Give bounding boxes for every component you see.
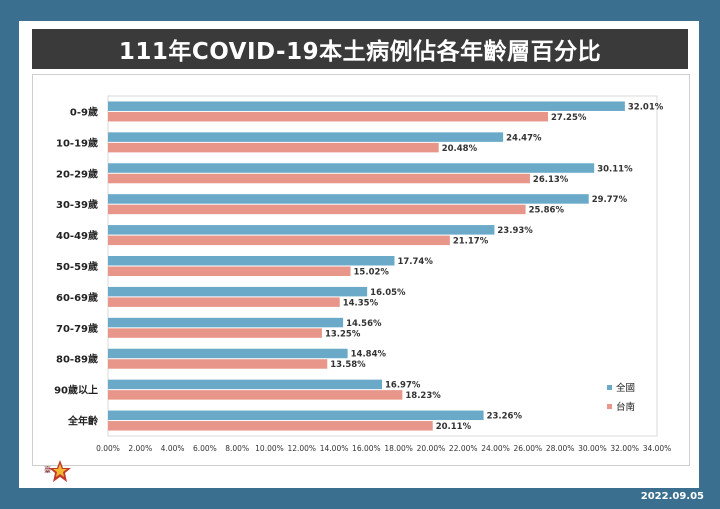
data-label: 13.58% xyxy=(330,360,366,370)
bar-tainan xyxy=(108,266,351,276)
bar-national xyxy=(108,348,348,359)
bar-national xyxy=(108,410,484,421)
data-label: 20.11% xyxy=(436,422,472,432)
data-label: 20.48% xyxy=(442,144,478,154)
bar-tainan xyxy=(108,390,403,400)
bar-tainan xyxy=(108,142,439,153)
x-tick-label: 26.00% xyxy=(514,444,543,453)
x-tick-label: 20.00% xyxy=(417,444,446,453)
data-label: 14.56% xyxy=(346,319,382,329)
data-label: 24.47% xyxy=(506,133,542,143)
bar-tainan xyxy=(108,328,322,338)
data-label: 23.93% xyxy=(497,226,533,236)
data-label: 16.05% xyxy=(370,288,406,298)
svg-text:臺: 臺 xyxy=(44,465,51,474)
category-label: 40-49歲 xyxy=(56,229,98,242)
data-label: 16.97% xyxy=(385,381,421,391)
bar-national xyxy=(108,286,368,297)
x-tick-label: 22.00% xyxy=(449,444,478,453)
tainan-logo: 臺 xyxy=(44,460,71,482)
bar-tainan xyxy=(108,173,530,184)
x-tick-label: 18.00% xyxy=(384,444,413,453)
bar-national xyxy=(108,132,504,142)
x-tick-label: 0.00% xyxy=(96,444,120,453)
category-label: 50-59歲 xyxy=(56,260,98,273)
x-tick-label: 10.00% xyxy=(255,444,284,453)
bar-tainan xyxy=(108,359,328,369)
data-label: 14.84% xyxy=(351,350,387,360)
data-label: 14.35% xyxy=(343,298,379,308)
data-label: 25.86% xyxy=(529,206,565,216)
category-label: 30-39歲 xyxy=(56,198,98,211)
x-tick-label: 34.00% xyxy=(643,444,672,453)
category-label: 10-19歲 xyxy=(56,136,98,149)
legend-swatch xyxy=(607,404,612,409)
x-tick-label: 12.00% xyxy=(287,444,316,453)
bar-national xyxy=(108,194,589,204)
category-label: 70-79歲 xyxy=(56,322,98,335)
page-title: 111年COVID-19本土病例佔各年齡層百分比 xyxy=(32,29,688,69)
data-label: 29.77% xyxy=(592,195,628,205)
data-label: 13.25% xyxy=(325,329,361,339)
data-label: 30.11% xyxy=(597,164,633,174)
x-tick-label: 16.00% xyxy=(352,444,381,453)
data-label: 17.74% xyxy=(397,257,433,267)
data-label: 23.26% xyxy=(487,412,523,422)
bar-national xyxy=(108,163,595,173)
category-label: 20-29歲 xyxy=(56,167,98,180)
plot-area xyxy=(107,95,658,437)
bar-tainan xyxy=(108,421,433,431)
bar-national xyxy=(108,317,344,328)
legend-label: 全國 xyxy=(616,382,635,394)
x-tick-label: 6.00% xyxy=(193,444,217,453)
x-tick-label: 14.00% xyxy=(320,444,349,453)
legend-swatch xyxy=(607,385,612,390)
data-label: 27.25% xyxy=(551,113,587,123)
data-label: 18.23% xyxy=(405,391,441,401)
data-label: 26.13% xyxy=(533,175,569,185)
bar-national xyxy=(108,379,383,390)
bar-national xyxy=(108,101,625,111)
bar-national xyxy=(108,256,395,266)
x-tick-label: 2.00% xyxy=(128,444,152,453)
bar-national xyxy=(108,225,495,235)
bar-tainan xyxy=(108,297,340,307)
bar-tainan xyxy=(108,235,450,246)
category-label: 全年齡 xyxy=(67,415,98,428)
date-stamp: 2022.09.05 xyxy=(640,491,704,502)
legend-label: 台南 xyxy=(616,401,635,413)
x-tick-label: 32.00% xyxy=(610,444,639,453)
x-tick-label: 8.00% xyxy=(225,444,249,453)
x-tick-label: 30.00% xyxy=(578,444,607,453)
x-tick-label: 4.00% xyxy=(161,444,185,453)
category-label: 80-89歲 xyxy=(56,353,98,366)
data-label: 32.01% xyxy=(628,102,664,112)
data-label: 21.17% xyxy=(453,237,489,247)
category-label: 90歲以上 xyxy=(54,384,98,397)
category-label: 60-69歲 xyxy=(56,291,98,304)
category-label: 0-9歲 xyxy=(70,105,98,118)
x-tick-label: 24.00% xyxy=(481,444,510,453)
bar-tainan xyxy=(108,111,549,122)
x-tick-label: 28.00% xyxy=(546,444,575,453)
bar-tainan xyxy=(108,204,526,215)
data-label: 15.02% xyxy=(354,268,390,278)
